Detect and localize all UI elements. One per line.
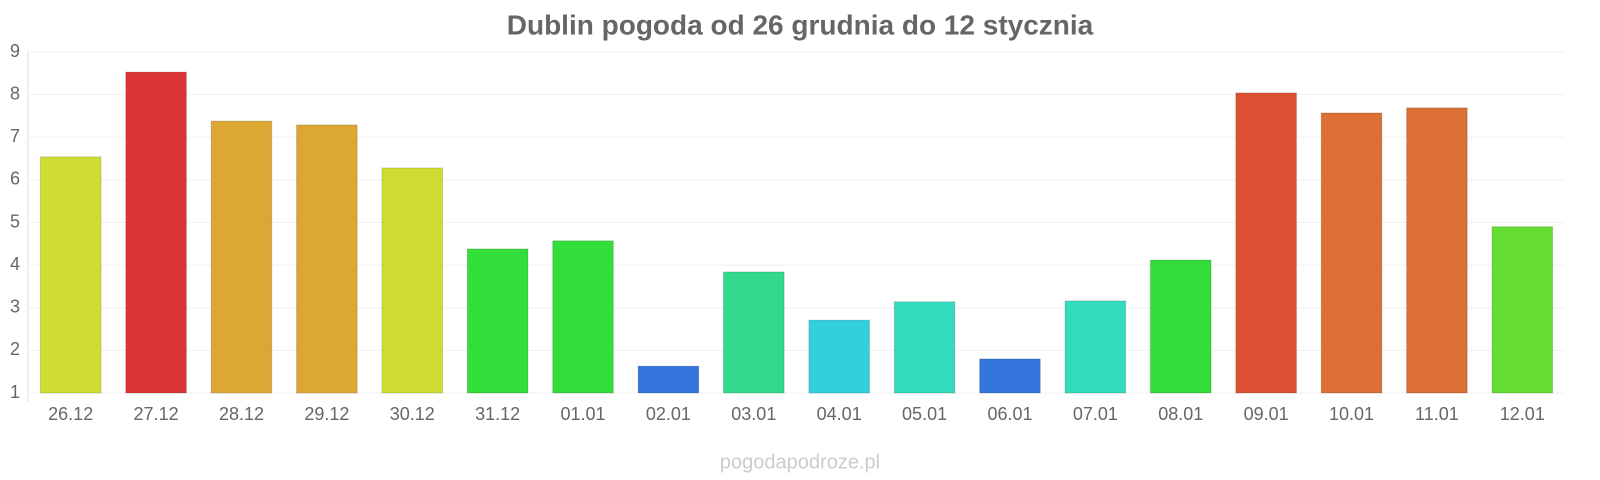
x-tick-label: 27.12 bbox=[134, 404, 179, 424]
bar bbox=[979, 358, 1041, 394]
x-tick-label: 31.12 bbox=[475, 404, 520, 424]
x-tick-label: 29.12 bbox=[304, 404, 349, 424]
bar bbox=[1149, 259, 1212, 394]
x-tick-label: 07.01 bbox=[1073, 404, 1118, 424]
y-tick-label: 8 bbox=[10, 83, 20, 103]
x-tick-label: 11.01 bbox=[1415, 404, 1459, 424]
y-tick-label: 4 bbox=[10, 254, 20, 274]
bar bbox=[125, 71, 187, 394]
x-tick-label: 04.01 bbox=[817, 404, 862, 424]
bar bbox=[39, 156, 102, 394]
bar bbox=[1406, 107, 1468, 394]
bar bbox=[466, 248, 529, 394]
bar bbox=[1320, 112, 1383, 394]
bar bbox=[552, 240, 614, 394]
bar bbox=[808, 319, 871, 394]
y-tick-label: 9 bbox=[10, 41, 20, 61]
x-tick-label: 06.01 bbox=[987, 404, 1032, 424]
y-tick-label: 6 bbox=[10, 169, 20, 189]
bar bbox=[1235, 92, 1297, 394]
bar bbox=[1491, 226, 1554, 394]
x-tick-label: 02.01 bbox=[646, 404, 691, 424]
bar bbox=[210, 120, 273, 394]
bar bbox=[893, 301, 956, 394]
bar bbox=[1064, 300, 1127, 394]
bar bbox=[296, 124, 358, 394]
x-tick-label: 01.01 bbox=[561, 404, 606, 424]
y-tick-label: 1 bbox=[10, 382, 20, 402]
y-tick-label: 7 bbox=[10, 126, 20, 146]
y-tick-label: 2 bbox=[10, 339, 20, 359]
x-tick-label: 05.01 bbox=[902, 404, 947, 424]
x-tick-label: 10.01 bbox=[1329, 404, 1374, 424]
x-tick-label: 09.01 bbox=[1244, 404, 1289, 424]
y-tick-label: 3 bbox=[10, 297, 20, 317]
bar bbox=[637, 365, 700, 394]
x-tick-label: 03.01 bbox=[731, 404, 776, 424]
x-tick-label: 08.01 bbox=[1158, 404, 1203, 424]
bar bbox=[381, 167, 444, 394]
bar bbox=[722, 271, 785, 394]
x-tick-label: 12.01 bbox=[1500, 404, 1545, 424]
y-tick-label: 5 bbox=[10, 211, 20, 231]
watermark: pogodapodroze.pl bbox=[720, 451, 880, 473]
x-tick-label: 30.12 bbox=[390, 404, 435, 424]
x-tick-label: 26.12 bbox=[48, 404, 93, 424]
x-tick-label: 28.12 bbox=[219, 404, 264, 424]
chart-title: Dublin pogoda od 26 grudnia do 12 styczn… bbox=[507, 9, 1094, 40]
